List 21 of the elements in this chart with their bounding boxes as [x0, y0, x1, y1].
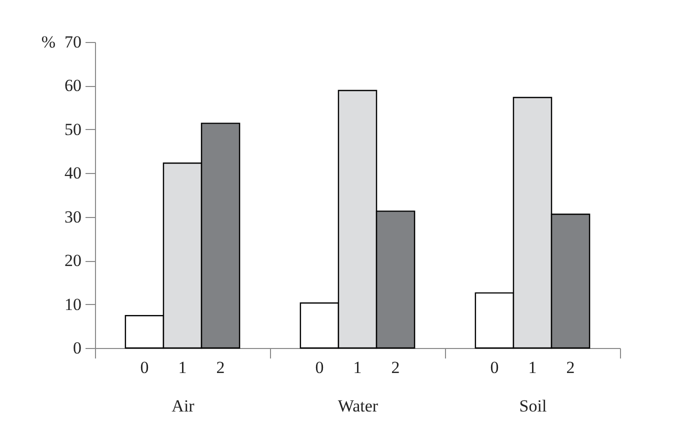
text: 1	[353, 358, 362, 377]
series-label: 0	[140, 358, 149, 377]
y-tick-label: 60	[64, 76, 82, 96]
text: 0	[490, 358, 499, 377]
y-tick-label: 20	[64, 251, 82, 270]
y-tick-label: 10	[64, 294, 82, 314]
y-tick-label: 0	[73, 338, 82, 358]
text: 2	[391, 358, 400, 377]
y-tick-label: 70	[64, 32, 82, 52]
series-label: 1	[178, 358, 187, 377]
x-tick-label: Air	[172, 396, 195, 416]
x-tick-label: Water	[338, 396, 378, 416]
text: 0	[315, 358, 324, 377]
text: 2	[566, 358, 575, 377]
text: 1	[528, 358, 537, 377]
x-tick-label: Soil	[519, 396, 547, 416]
y-tick-label: 30	[64, 207, 82, 226]
y-axis-title: %	[41, 32, 56, 52]
y-tick-label: 50	[64, 120, 82, 139]
series-label: 2	[216, 358, 225, 377]
y-tick-label: 40	[64, 164, 82, 183]
